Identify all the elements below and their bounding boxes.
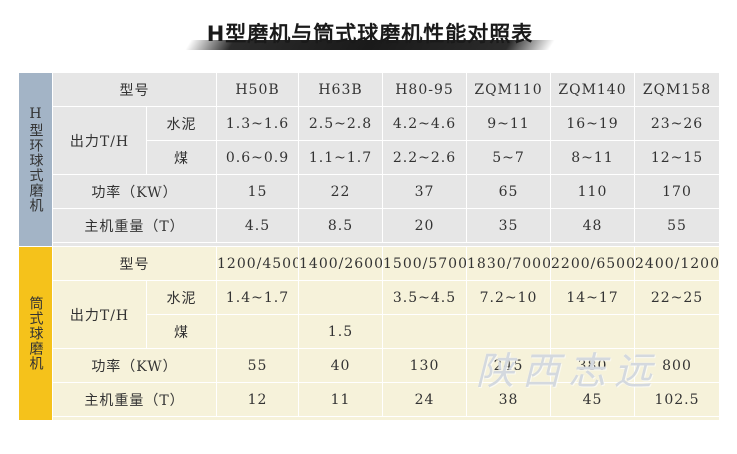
h-cement-cell: 23~26 — [634, 106, 720, 141]
q-coal-row: 煤 1.5 — [19, 314, 720, 349]
q-power-cell: 245 — [466, 348, 551, 383]
q-weight-cell: 45 — [550, 382, 635, 417]
q-model-row: 筒式球磨机 型号 1200/4500 1400/2600 1500/5700 1… — [18, 246, 720, 421]
q-cement-cell: 3.5~4.5 — [382, 280, 467, 315]
h-model-cell: H63B — [298, 72, 383, 107]
h-model-cell: ZQM140 — [550, 72, 635, 107]
power-label: 功率（KW） — [52, 174, 217, 209]
q-weight-cell: 24 — [382, 382, 467, 417]
q-coal-cell — [634, 314, 720, 349]
h-coal-cell: 2.2~2.6 — [382, 140, 467, 175]
h-cement-row: 出力T/H 水泥 1.3~1.6 2.5~2.8 4.2~4.6 9~11 16… — [19, 106, 720, 175]
h-cement-cell: 4.2~4.6 — [382, 106, 467, 141]
q-model-cell: 2200/6500 — [550, 246, 635, 281]
h-coal-cell: 1.1~1.7 — [298, 140, 383, 175]
h-coal-cell: 12~15 — [634, 140, 720, 175]
weight-label: 主机重量（T） — [52, 208, 217, 243]
h-weight-cell: 20 — [382, 208, 467, 243]
q-coal-cell — [382, 314, 467, 349]
q-weight-row: 主机重量（T） 12 11 24 38 45 102.5 — [19, 382, 720, 417]
q-weight-cell: 102.5 — [634, 382, 720, 417]
q-cement-cell: 1.4~1.7 — [216, 280, 299, 315]
h-power-cell: 15 — [216, 174, 299, 209]
h-model-cell: H50B — [216, 72, 299, 107]
h-section-side-label: H型环球式磨机 — [18, 72, 53, 247]
q-spacer-cell — [52, 416, 720, 421]
q-power-cell: 40 — [298, 348, 383, 383]
q-model-cell: 1500/5700 — [382, 246, 467, 281]
model-label: 型号 — [52, 246, 217, 281]
h-weight-cell: 4.5 — [216, 208, 299, 243]
q-cement-cell: 22~25 — [634, 280, 720, 315]
q-model-cell: 1830/7000 — [466, 246, 551, 281]
q-cement-row: 出力T/H 水泥 1.4~1.7 3.5~4.5 7.2~10 14~17 22… — [19, 280, 720, 349]
q-cement-cell: 14~17 — [550, 280, 635, 315]
h-power-row: 功率（KW） 15 22 37 65 110 170 — [19, 174, 720, 209]
h-weight-cell: 35 — [466, 208, 551, 243]
h-model-cell: ZQM158 — [634, 72, 720, 107]
h-coal-row: 煤 0.6~0.9 1.1~1.7 2.2~2.6 5~7 8~11 12~15 — [19, 140, 720, 175]
h-model-cell: ZQM110 — [466, 72, 551, 107]
q-section-side-label: 筒式球磨机 — [18, 246, 53, 421]
h-model-cell: H80-95 — [382, 72, 467, 107]
q-cement-cell — [298, 280, 383, 315]
page-title: H型磨机与筒式球磨机性能对照表 — [206, 22, 534, 46]
q-coal-cell: 1.5 — [298, 314, 383, 349]
h-coal-cell: 8~11 — [550, 140, 635, 175]
h-power-cell: 22 — [298, 174, 383, 209]
h-weight-cell: 55 — [634, 208, 720, 243]
q-power-cell: 800 — [634, 348, 720, 383]
q-power-cell: 380 — [550, 348, 635, 383]
h-cement-cell: 1.3~1.6 — [216, 106, 299, 141]
q-cement-cell: 7.2~10 — [466, 280, 551, 315]
title-banner: H型磨机与筒式球磨机性能对照表 — [180, 16, 560, 56]
q-weight-cell: 11 — [298, 382, 383, 417]
h-cement-cell: 9~11 — [466, 106, 551, 141]
model-label: 型号 — [52, 72, 217, 107]
q-model-cell: 2400/12000 — [634, 246, 720, 281]
output-label: 出力T/H — [52, 280, 147, 349]
cement-label: 水泥 — [146, 106, 217, 141]
h-power-cell: 110 — [550, 174, 635, 209]
q-weight-cell: 38 — [466, 382, 551, 417]
q-spacer-row — [19, 416, 720, 421]
performance-table: H型环球式磨机 型号 H50B H63B H80-95 ZQM110 ZQM14… — [18, 72, 720, 421]
q-coal-cell — [550, 314, 635, 349]
weight-label: 主机重量（T） — [52, 382, 217, 417]
q-model-cell: 1400/2600 — [298, 246, 383, 281]
q-power-cell: 130 — [382, 348, 467, 383]
power-label: 功率（KW） — [52, 348, 217, 383]
h-model-row: H型环球式磨机 型号 H50B H63B H80-95 ZQM110 ZQM14… — [18, 72, 720, 247]
h-power-cell: 65 — [466, 174, 551, 209]
q-coal-cell — [466, 314, 551, 349]
coal-label: 煤 — [146, 140, 217, 175]
h-weight-cell: 48 — [550, 208, 635, 243]
q-coal-cell — [216, 314, 299, 349]
h-power-cell: 37 — [382, 174, 467, 209]
h-weight-cell: 8.5 — [298, 208, 383, 243]
q-weight-cell: 12 — [216, 382, 299, 417]
h-weight-row: 主机重量（T） 4.5 8.5 20 35 48 55 — [19, 208, 720, 243]
q-model-cell: 1200/4500 — [216, 246, 299, 281]
h-coal-cell: 0.6~0.9 — [216, 140, 299, 175]
h-cement-cell: 16~19 — [550, 106, 635, 141]
coal-label: 煤 — [146, 314, 217, 349]
h-coal-cell: 5~7 — [466, 140, 551, 175]
cement-label: 水泥 — [146, 280, 217, 315]
h-cement-cell: 2.5~2.8 — [298, 106, 383, 141]
q-power-cell: 55 — [216, 348, 299, 383]
h-power-cell: 170 — [634, 174, 720, 209]
q-power-row: 功率（KW） 55 40 130 245 380 800 — [19, 348, 720, 383]
output-label: 出力T/H — [52, 106, 147, 175]
